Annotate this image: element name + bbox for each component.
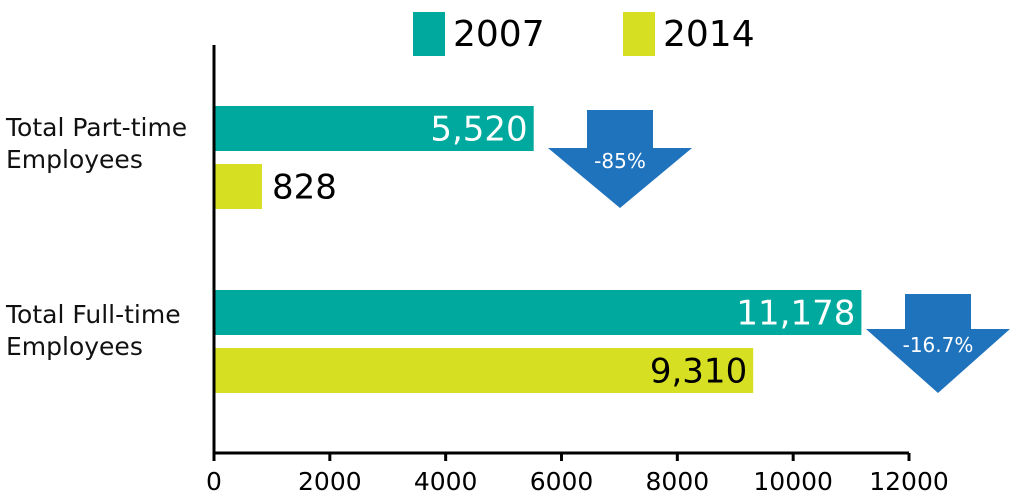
x-tick-label-2000: 2000 bbox=[298, 467, 362, 496]
bar-2007-1 bbox=[214, 290, 862, 335]
legend-swatch-2014 bbox=[623, 12, 655, 56]
data-label-2014-0: 828 bbox=[272, 168, 337, 208]
bar-2014-1 bbox=[214, 348, 754, 393]
legend-label-2014: 2014 bbox=[663, 14, 755, 55]
down-arrow-icon bbox=[866, 294, 1010, 393]
data-label-2014-1: 9,310 bbox=[650, 352, 747, 392]
category-label-part-time: Total Part-time Employees bbox=[6, 113, 188, 174]
change-label-1: -16.7% bbox=[903, 333, 974, 357]
bar-2014-0 bbox=[214, 164, 262, 209]
category-label-full-time: Total Full-time Employees bbox=[6, 300, 181, 361]
change-label-0: -85% bbox=[594, 149, 646, 173]
x-tick-label-6000: 6000 bbox=[530, 467, 594, 496]
legend-label-2007: 2007 bbox=[453, 14, 545, 55]
data-label-2007-1: 11,178 bbox=[736, 294, 855, 334]
legend-swatch-2007 bbox=[413, 12, 445, 56]
bar-2007-0 bbox=[214, 106, 534, 151]
x-tick-label-8000: 8000 bbox=[646, 467, 710, 496]
x-tick-label-0: 0 bbox=[206, 467, 222, 496]
x-tick-label-10000: 10000 bbox=[753, 467, 833, 496]
down-arrow-icon bbox=[548, 110, 692, 208]
x-tick-label-4000: 4000 bbox=[414, 467, 478, 496]
data-label-2007-0: 5,520 bbox=[430, 110, 527, 150]
x-tick-label-12000: 12000 bbox=[869, 467, 949, 496]
